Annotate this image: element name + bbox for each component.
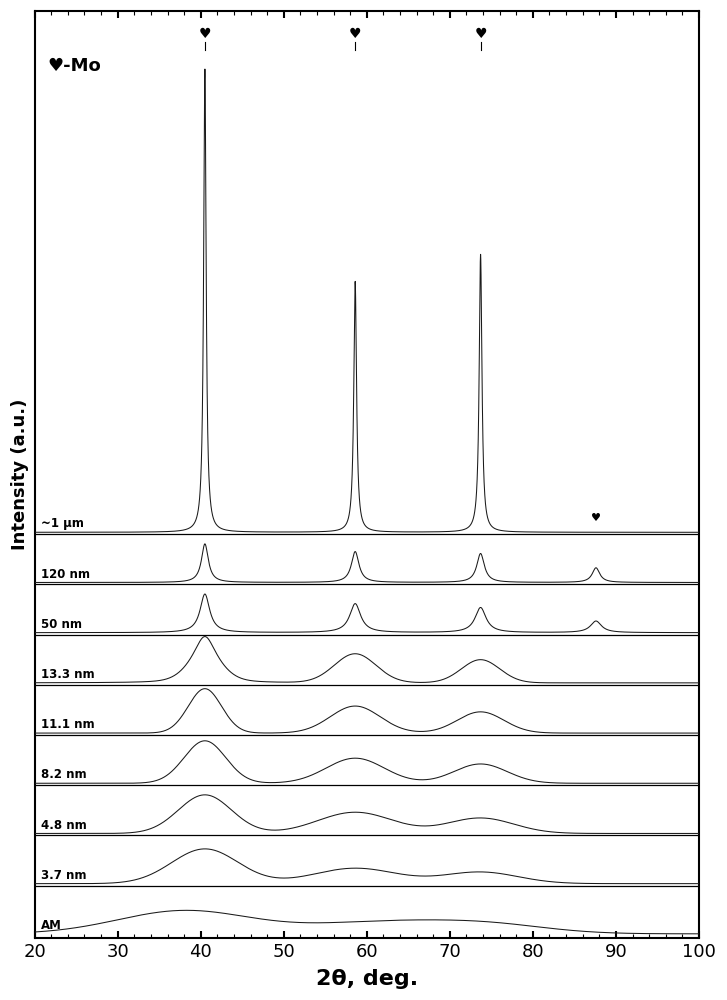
Text: 3.7 nm: 3.7 nm [41, 869, 87, 882]
Text: ♥: ♥ [349, 27, 361, 41]
Text: 120 nm: 120 nm [41, 568, 90, 581]
Text: 4.8 nm: 4.8 nm [41, 819, 87, 832]
Text: ♥: ♥ [591, 513, 601, 523]
Text: AM: AM [41, 919, 63, 932]
Y-axis label: Intensity (a.u.): Intensity (a.u.) [11, 399, 29, 550]
X-axis label: 2θ, deg.: 2θ, deg. [316, 969, 418, 989]
Text: 11.1 nm: 11.1 nm [41, 718, 95, 731]
Text: 13.3 nm: 13.3 nm [41, 668, 95, 681]
Text: ♥: ♥ [474, 27, 487, 41]
Text: 8.2 nm: 8.2 nm [41, 768, 87, 781]
Text: ~1 μm: ~1 μm [41, 517, 84, 530]
Text: ♥: ♥ [198, 27, 211, 41]
Text: 50 nm: 50 nm [41, 618, 82, 631]
Text: ♥-Mo: ♥-Mo [47, 57, 101, 75]
